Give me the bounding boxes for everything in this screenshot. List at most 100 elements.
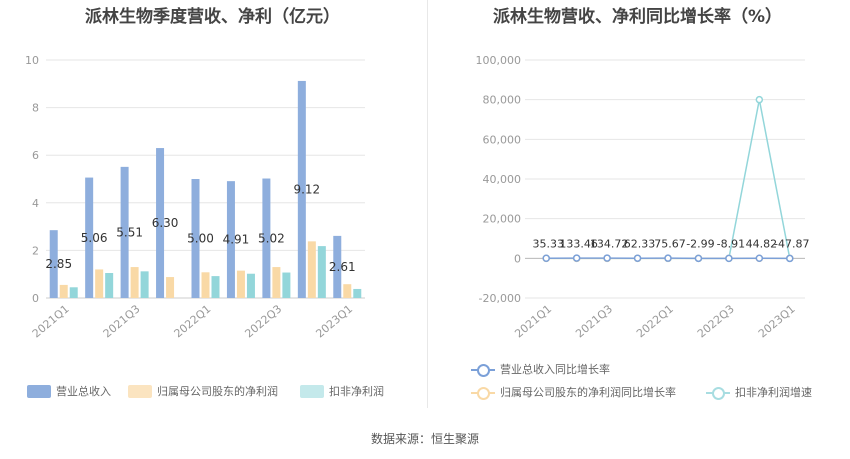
line-data-label: 62.33	[624, 237, 656, 250]
left-chart-title: 派林生物季度营收、净利（亿元）	[85, 7, 340, 27]
legend-label-deducted-profit: 扣非净利润	[329, 385, 384, 398]
y-tick-label: 40,000	[483, 173, 522, 186]
x-tick-label: 2021Q1	[30, 302, 72, 340]
right-line-chart: -20,000 0 20,000 40,000 60,000 80,000 100,000 3…	[476, 54, 810, 340]
y-tick-label: -20,000	[479, 292, 521, 305]
bar-data-label: 2.85	[45, 257, 72, 271]
y-tick-label: 60,000	[483, 133, 522, 146]
y-tick-label: 20,000	[483, 213, 522, 226]
bar	[353, 288, 362, 298]
y-tick-label: 4	[32, 197, 39, 210]
bar-data-label: 6.30	[152, 216, 179, 230]
bar	[262, 178, 271, 298]
bar	[307, 241, 316, 298]
bar	[69, 287, 78, 298]
legend-label-revenue-growth: 营业总收入同比增长率	[500, 363, 610, 376]
series-point	[603, 254, 611, 262]
legend-item-net-profit[interactable]: 归属母公司股东的净利润	[128, 383, 278, 399]
bar	[156, 148, 165, 298]
y-tick-label: 80,000	[483, 94, 522, 107]
bar	[59, 284, 68, 298]
line-data-label: -2.99	[686, 237, 714, 250]
legend-label-net-profit: 归属母公司股东的净利润	[157, 385, 278, 398]
bar	[95, 269, 104, 298]
legend-swatch-revenue	[27, 384, 51, 398]
bar	[282, 272, 291, 298]
bar	[166, 277, 175, 298]
x-tick-label: 2022Q1	[172, 302, 214, 340]
bar	[201, 272, 210, 298]
legend-item-revenue[interactable]: 营业总收入	[27, 383, 111, 399]
bar	[191, 179, 200, 298]
series-point	[755, 95, 764, 104]
legend-label-revenue: 营业总收入	[56, 385, 111, 398]
line-data-label: -8.91	[717, 237, 745, 250]
panel-divider	[427, 0, 428, 408]
y-tick-label: 100,000	[476, 54, 522, 67]
bar	[120, 166, 129, 298]
bar-data-label: 4.91	[223, 233, 250, 247]
bar	[226, 181, 235, 298]
series-point	[633, 254, 642, 262]
bar-data-label: 5.02	[258, 231, 285, 245]
line-data-label: -47.87	[774, 237, 809, 250]
bar-data-label: 9.12	[293, 182, 320, 196]
x-tick-label: 2021Q3	[101, 302, 143, 340]
series-point	[572, 254, 581, 262]
bar	[333, 235, 342, 298]
legend-item-deducted-growth[interactable]: 扣非净利润增速	[706, 384, 812, 400]
y-tick-label: 2	[32, 244, 39, 257]
y-tick-label: 8	[32, 102, 39, 115]
series-point	[786, 254, 794, 263]
legend-swatch-net-profit	[128, 384, 152, 398]
line-data-label: 134.72	[590, 237, 629, 250]
legend-marker-revenue-growth	[471, 363, 495, 377]
bar	[140, 271, 149, 298]
series-point	[664, 254, 672, 262]
bar	[85, 177, 94, 298]
bar-data-label: 2.61	[329, 260, 356, 274]
x-tick-label: 2022Q3	[243, 302, 285, 340]
series-point	[542, 254, 550, 263]
legend-label-net-profit-growth: 归属母公司股东的净利润同比增长率	[500, 386, 676, 399]
legend-item-net-profit-growth[interactable]: 归属母公司股东的净利润同比增长率	[471, 384, 676, 400]
bar	[236, 270, 245, 298]
bar	[130, 267, 139, 298]
bar-data-label: 5.51	[116, 225, 143, 239]
line-data-label: 44.82	[746, 237, 778, 250]
x-tick-label: 2021Q3	[573, 302, 615, 340]
y-tick-label: 10	[25, 54, 39, 67]
legend-item-revenue-growth[interactable]: 营业总收入同比增长率	[471, 361, 610, 377]
bar	[317, 246, 326, 298]
x-tick-label: 2022Q1	[634, 302, 676, 340]
line-data-label: 75.67	[654, 237, 686, 250]
bar	[343, 284, 352, 298]
data-source: 数据来源：恒生聚源	[370, 432, 479, 446]
x-tick-label: 2022Q3	[695, 302, 737, 340]
bar-data-label: 5.00	[187, 232, 214, 246]
line-data-label: 35.33	[532, 237, 564, 250]
y-tick-label: 0	[32, 292, 39, 305]
legend-swatch-deducted-profit	[300, 384, 324, 398]
bar	[49, 230, 58, 298]
right-chart-title: 派林生物营收、净利同比增长率（%）	[492, 7, 783, 27]
x-tick-label: 2023Q1	[756, 302, 798, 340]
series-point	[725, 254, 733, 263]
bar	[297, 80, 306, 298]
bar	[246, 273, 255, 298]
x-tick-label: 2021Q1	[512, 302, 554, 340]
x-tick-label: 2023Q1	[313, 302, 355, 340]
series-point	[694, 254, 703, 263]
legend-item-deducted-profit[interactable]: 扣非净利润	[300, 383, 384, 399]
series-point	[755, 254, 764, 262]
legend-label-deducted-growth: 扣非净利润增速	[735, 386, 812, 399]
y-tick-label: 0	[514, 252, 521, 265]
bar-data-label: 5.06	[81, 231, 108, 245]
legend-marker-net-profit-growth	[471, 386, 495, 400]
line-data-label: 133.46	[559, 237, 598, 250]
bar	[272, 267, 281, 298]
left-bar-chart: 0 2 4 6 8 10 2.85 5.06 5.51 6.30 5.00 4.91 5.02 9.12 2…	[25, 54, 365, 340]
legend-marker-deducted-growth	[706, 386, 730, 400]
y-tick-label: 6	[32, 149, 39, 162]
bar	[105, 273, 114, 298]
